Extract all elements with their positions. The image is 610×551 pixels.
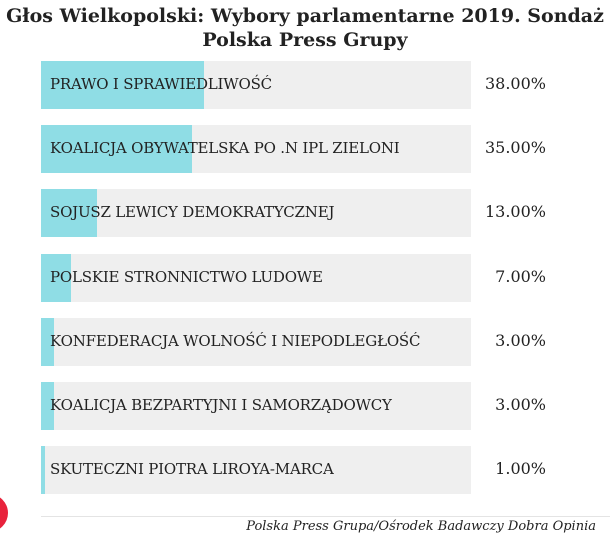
bar-row: KONFEDERACJA WOLNOŚĆ I NIEPODLEGŁOŚĆ 3.00… — [41, 318, 546, 366]
bar-label: POLSKIE STRONNICTWO LUDOWE — [50, 268, 323, 286]
bar-row: POLSKIE STRONNICTWO LUDOWE 7.00% — [41, 254, 546, 302]
bar-value-label: 3.00% — [495, 395, 546, 414]
bar-row: KOALICJA BEZPARTYJNI I SAMORZĄDOWCY 3.00% — [41, 382, 546, 430]
bar-value-label: 1.00% — [495, 459, 546, 478]
bar-value-label: 3.00% — [495, 331, 546, 350]
bar-label: SOJUSZ LEWICY DEMOKRATYCZNEJ — [50, 203, 335, 221]
bar-track — [41, 189, 471, 237]
bar — [41, 254, 72, 302]
footer-divider — [41, 516, 610, 517]
bar-track — [41, 254, 471, 302]
bar-value-label: 7.00% — [495, 267, 546, 286]
bar-label: KOALICJA BEZPARTYJNI I SAMORZĄDOWCY — [50, 396, 392, 414]
bar-value-label: 35.00% — [484, 138, 546, 157]
chart-title: Głos Wielkopolski: Wybory parlamentarne … — [6, 5, 604, 51]
bar — [41, 382, 54, 430]
bar-value-label: 13.00% — [484, 202, 546, 221]
source-credit: Polska Press Grupa/Ośrodek Badawczy Dobr… — [246, 519, 596, 534]
bar-row: PRAWO I SPRAWIEDLIWOŚĆ 38.00% — [41, 61, 546, 109]
bar-value-label: 38.00% — [484, 74, 546, 93]
bar-row: SKUTECZNI PIOTRA LIROYA-MARCA 1.00% — [41, 446, 546, 494]
bar — [41, 125, 192, 173]
bar-track — [41, 446, 471, 494]
bar-row: SOJUSZ LEWICY DEMOKRATYCZNEJ 13.00% — [41, 189, 546, 237]
bar — [41, 318, 54, 366]
bar-track — [41, 125, 471, 173]
bar-row: KOALICJA OBYWATELSKA PO .N IPL ZIELONI 35… — [41, 125, 546, 173]
red-tab-icon[interactable] — [0, 494, 8, 532]
bar-label: KOALICJA OBYWATELSKA PO .N IPL ZIELONI — [50, 139, 400, 157]
bar-label: SKUTECZNI PIOTRA LIROYA-MARCA — [50, 460, 334, 478]
bar-track — [41, 61, 471, 109]
bar-track — [41, 318, 471, 366]
bar — [41, 446, 46, 494]
bar-label: PRAWO I SPRAWIEDLIWOŚĆ — [50, 75, 272, 93]
bar-rows: PRAWO I SPRAWIEDLIWOŚĆ 38.00% KOALICJA OBY… — [41, 61, 546, 494]
bar-label: KONFEDERACJA WOLNOŚĆ I NIEPODLEGŁOŚĆ — [50, 332, 421, 350]
bar — [41, 189, 97, 237]
bar — [41, 61, 205, 109]
bar-track — [41, 382, 471, 430]
